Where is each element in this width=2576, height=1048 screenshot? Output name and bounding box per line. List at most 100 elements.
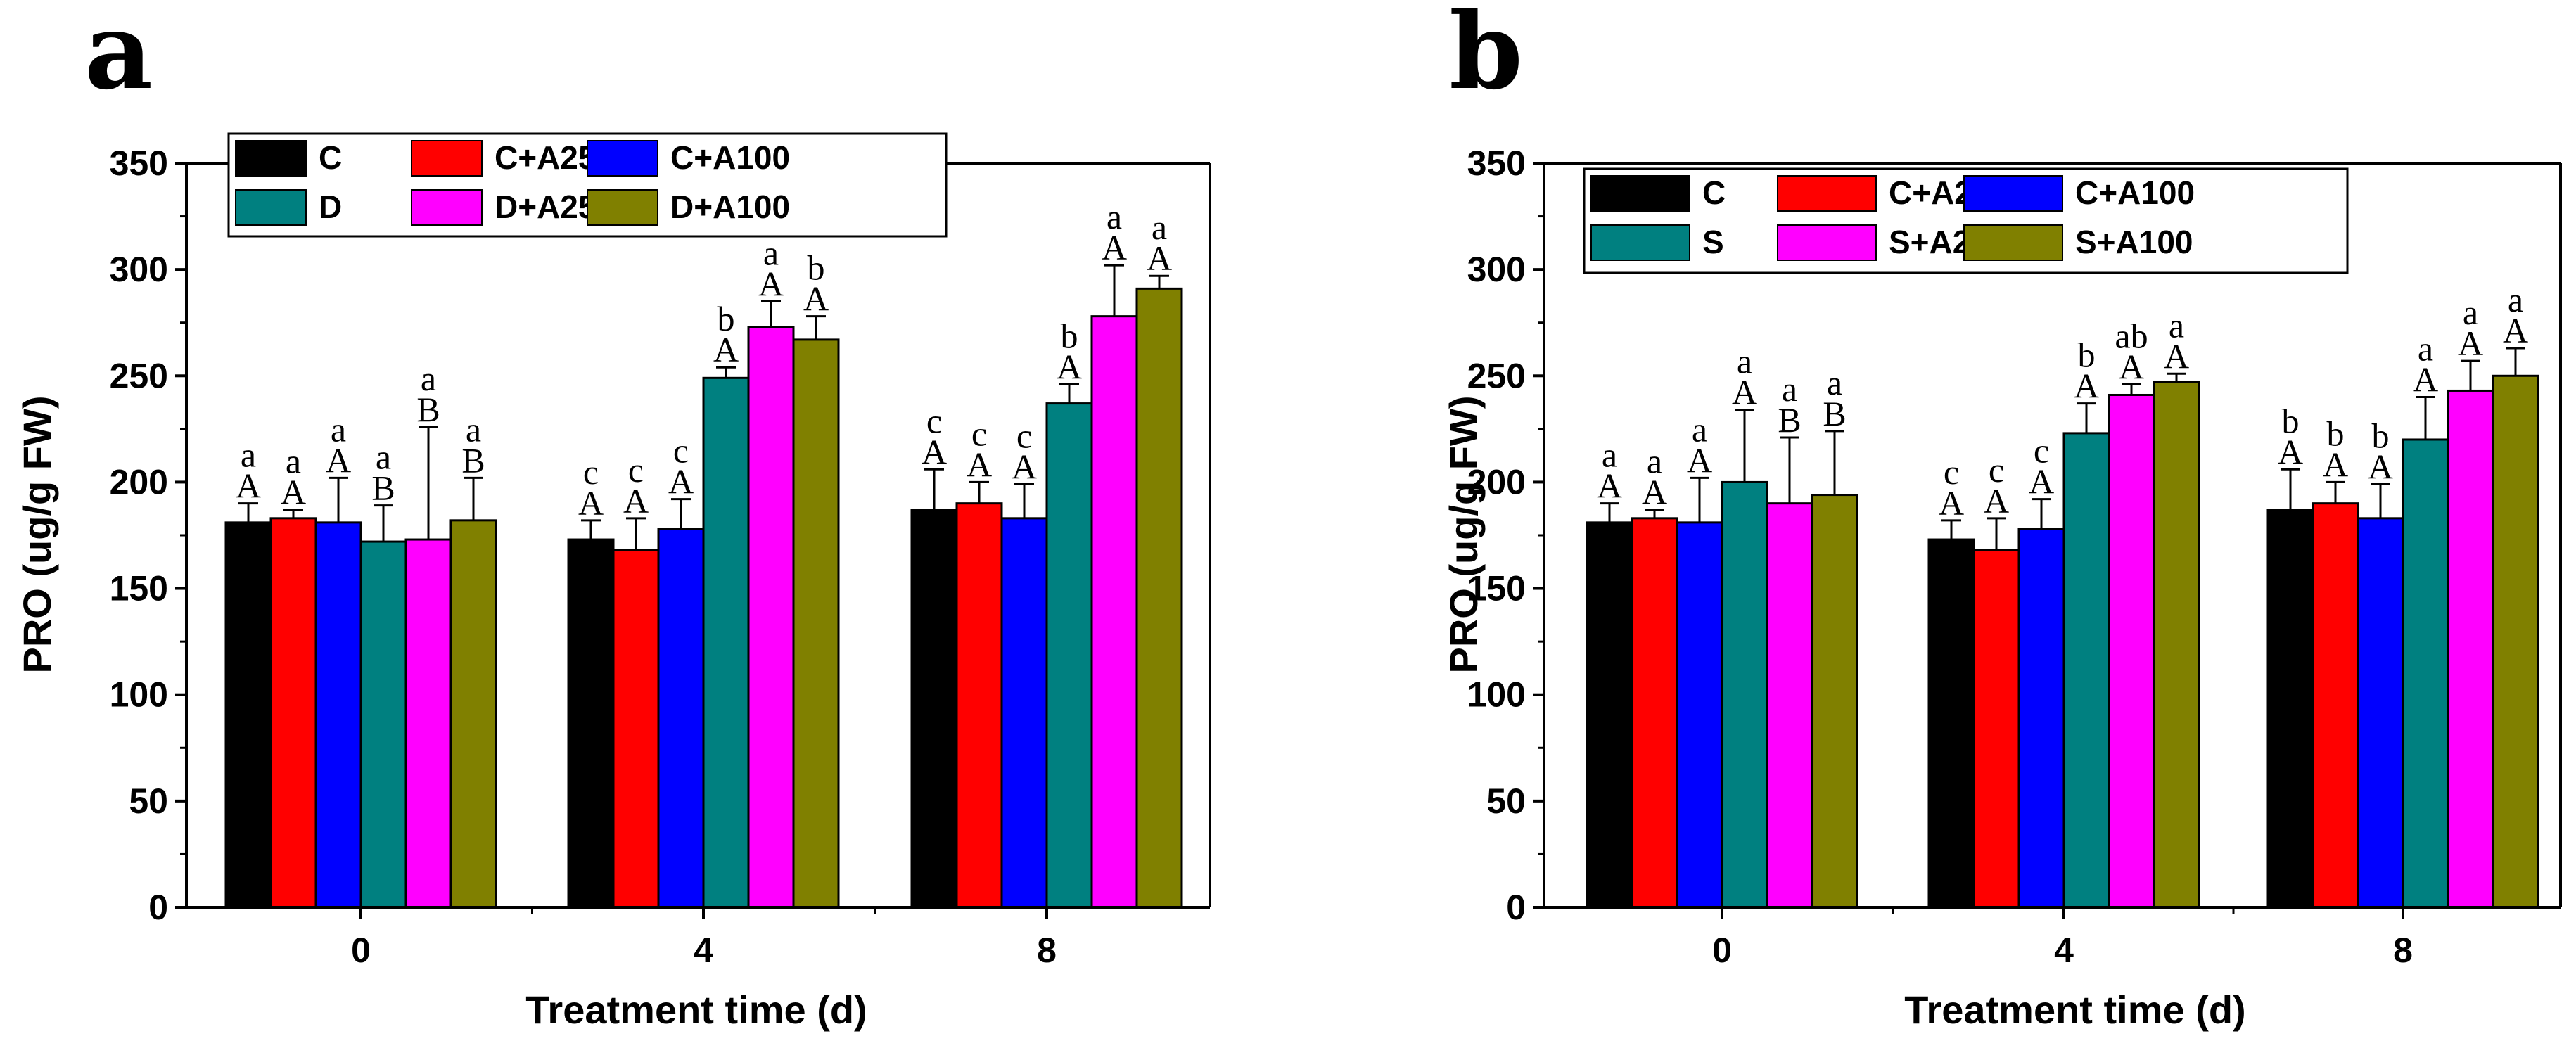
panel-a-legend-swatch-D+A25 bbox=[411, 189, 483, 226]
panel-a-y-axis-title: PRO (ug/g FW) bbox=[15, 395, 59, 673]
panel-b-legend-swatch-S+A100 bbox=[1963, 224, 2063, 261]
panel-a-legend-swatch-C bbox=[235, 140, 307, 177]
panel-b-bar-S+A100-4 bbox=[2153, 381, 2200, 909]
panel-a-legend-swatch-C+A25 bbox=[411, 140, 483, 177]
panel-a-letter-lower-D+A25-8: a bbox=[1107, 197, 1122, 236]
panel-a-legend-swatch-C+A100 bbox=[587, 140, 658, 177]
panel-a-letter-upper-D-8: A bbox=[1057, 347, 1082, 386]
panel-a-x-tick-label-8: 8 bbox=[1037, 931, 1057, 970]
panel-b-legend-label-S+A100: S+A100 bbox=[2075, 224, 2193, 260]
panel-a-letter-upper-C+A25-4: A bbox=[623, 481, 649, 520]
panel-a-bar-D+A100-0 bbox=[449, 519, 497, 909]
panel-a-legend-swatch-D bbox=[235, 189, 307, 226]
panel-a-bar-C-8 bbox=[910, 509, 958, 909]
panel-b-bar-S+A25-0 bbox=[1766, 502, 1813, 909]
panel-a-letter-lower-C+A100-8: c bbox=[1016, 416, 1032, 455]
panel-a-legend-label-D+A100: D+A100 bbox=[670, 188, 790, 225]
panel-b-letter-upper-C+A25-8: A bbox=[2323, 445, 2348, 484]
panel-b-letter-upper-S-4: A bbox=[2074, 366, 2099, 406]
panel-a-bar-D-0 bbox=[359, 540, 407, 909]
panel-b-letter-lower-C+A25-0: a bbox=[1647, 442, 1662, 481]
panel-b-x-tick-label-8: 8 bbox=[2393, 931, 2413, 970]
panel-b-y-tick-label-0: 0 bbox=[1506, 888, 1526, 927]
panel-a-legend-swatch-D+A100 bbox=[587, 189, 658, 226]
panel-b-letter-upper-C+A100-4: A bbox=[2029, 462, 2054, 501]
panel-a: a PRO (ug/g FW) Treatment time (d) AaAcA… bbox=[15, 0, 1211, 1032]
panel-b-letter-lower-C+A100-4: c bbox=[2034, 431, 2049, 471]
panel-b-letter-lower-S-0: a bbox=[1737, 342, 1752, 381]
panel-a-bar-C+A25-8 bbox=[955, 502, 1003, 909]
panel-a-bar-C-4 bbox=[567, 538, 615, 909]
panel-a-y-tick-label-350: 350 bbox=[110, 143, 168, 183]
panel-b-letter-lower-S+A25-0: a bbox=[1782, 369, 1797, 409]
panel-a-bar-C+A25-4 bbox=[612, 549, 660, 909]
panel-b-letter-lower-C+A25-4: c bbox=[1989, 450, 2004, 490]
panel-a-y-tick-label-150: 150 bbox=[110, 569, 168, 608]
panel-b-x-axis-title: Treatment time (d) bbox=[1904, 988, 2245, 1032]
panel-a-letter-upper-D+A100-8: A bbox=[1147, 238, 1172, 278]
panel-a-bar-D+A25-0 bbox=[404, 538, 452, 909]
panel-a-bar-C+A100-0 bbox=[314, 521, 362, 909]
panel-a-bar-D+A25-8 bbox=[1090, 315, 1138, 909]
panel-b-legend-label-C: C bbox=[1702, 174, 1726, 211]
panel-b-letter-lower-C-4: c bbox=[1944, 452, 1959, 492]
panel-a-y-tick-label-200: 200 bbox=[110, 462, 168, 501]
panel-a-bar-D-8 bbox=[1045, 402, 1093, 909]
panel-a-letter-upper-C+A100-4: A bbox=[668, 462, 694, 501]
panel-a-bar-D+A100-4 bbox=[792, 338, 840, 909]
panel-a-letter-upper-C+A100-0: A bbox=[326, 440, 351, 480]
panel-b-letter-lower-S+A100-0: a bbox=[1827, 363, 1842, 402]
panel-a-letter-lower-C-8: c bbox=[926, 401, 942, 440]
panel-a-legend-label-D: D bbox=[319, 188, 342, 225]
panel-b-x-tick-label-4: 4 bbox=[2054, 931, 2074, 970]
panel-a-letter-upper-D-0: B bbox=[371, 468, 395, 508]
panel-b-letter-lower-S+A100-8: a bbox=[2508, 280, 2523, 319]
panel-b-bar-C-8 bbox=[2266, 509, 2314, 909]
panel-b-letter-upper-C+A100-0: A bbox=[1687, 440, 1712, 480]
panel-a-letter-upper-D+A25-4: A bbox=[758, 264, 784, 303]
panel-a-x-axis-title: Treatment time (d) bbox=[525, 988, 867, 1032]
panel-b-letter-upper-S+A25-0: B bbox=[1778, 400, 1801, 440]
panel-a-letter-lower-D+A100-4: b bbox=[808, 248, 825, 288]
panel-b-x-tick-label-0: 0 bbox=[1712, 931, 1732, 970]
panel-b-letter-lower-C+A100-0: a bbox=[1692, 409, 1707, 449]
panel-a-letter-upper-C+A25-8: A bbox=[967, 445, 992, 484]
panel-a-letter-lower-D-0: a bbox=[376, 437, 391, 477]
panel-b-y-tick-label-50: 50 bbox=[1486, 781, 1526, 821]
panel-b-y-tick-label-200: 200 bbox=[1467, 462, 1526, 501]
panel-b-bar-S-0 bbox=[1721, 480, 1768, 909]
panel-a-letter-upper-C-0: A bbox=[236, 466, 261, 506]
panel-a-bar-C+A25-0 bbox=[269, 517, 317, 909]
panel-a-letter-upper-C-4: A bbox=[578, 483, 604, 523]
panel-b-letter-upper-S+A25-4: A bbox=[2119, 347, 2144, 386]
panel-b-bar-S+A25-8 bbox=[2447, 389, 2494, 909]
panel-b-bar-C+A25-0 bbox=[1631, 517, 1678, 909]
panel-b-letter-upper-S+A25-8: A bbox=[2458, 324, 2483, 363]
panel-b-letter-lower-C+A100-8: b bbox=[2372, 416, 2390, 455]
panel-a-y-tick-label-0: 0 bbox=[148, 888, 168, 927]
panel-b-letter-upper-S+A100-4: A bbox=[2164, 336, 2189, 376]
panel-b-letter-upper-C+A25-0: A bbox=[1642, 473, 1667, 512]
panel-a-letter-lower-C+A25-8: c bbox=[971, 414, 987, 453]
panel-b: b PRO (ug/g FW) Treatment time (d) AaAcA… bbox=[1441, 0, 2562, 1032]
panel-a-letter-lower-C-0: a bbox=[241, 435, 256, 475]
panel-b-letter-upper-S+A100-0: B bbox=[1823, 394, 1846, 433]
panel-a-letter-upper-D+A25-0: B bbox=[416, 390, 440, 429]
panel-a-legend-label-C+A25: C+A25 bbox=[495, 139, 596, 176]
panel-b-bar-C+A100-0 bbox=[1676, 521, 1723, 909]
panel-a-bar-D+A25-4 bbox=[747, 326, 795, 909]
panel-a-y-tick-label-50: 50 bbox=[129, 781, 168, 821]
panel-b-letter-lower-C-0: a bbox=[1602, 435, 1617, 475]
panel-b-letter-upper-C+A100-8: A bbox=[2368, 447, 2393, 486]
panel-b-y-axis-title: PRO (ug/g FW) bbox=[1441, 395, 1486, 673]
panel-a-letter-lower-C+A25-0: a bbox=[286, 442, 301, 481]
panel-b-legend-swatch-C bbox=[1590, 175, 1690, 212]
panel-a-legend-label-C+A100: C+A100 bbox=[670, 139, 790, 176]
panel-a-letter-lower-D+A100-8: a bbox=[1152, 207, 1167, 247]
panel-b-bar-C-4 bbox=[1927, 538, 1975, 909]
panel-b-bar-S+A25-4 bbox=[2108, 393, 2155, 909]
panel-b-letter-upper-C-4: A bbox=[1939, 483, 1964, 523]
panel-b-letter-lower-S+A25-8: a bbox=[2463, 293, 2478, 332]
